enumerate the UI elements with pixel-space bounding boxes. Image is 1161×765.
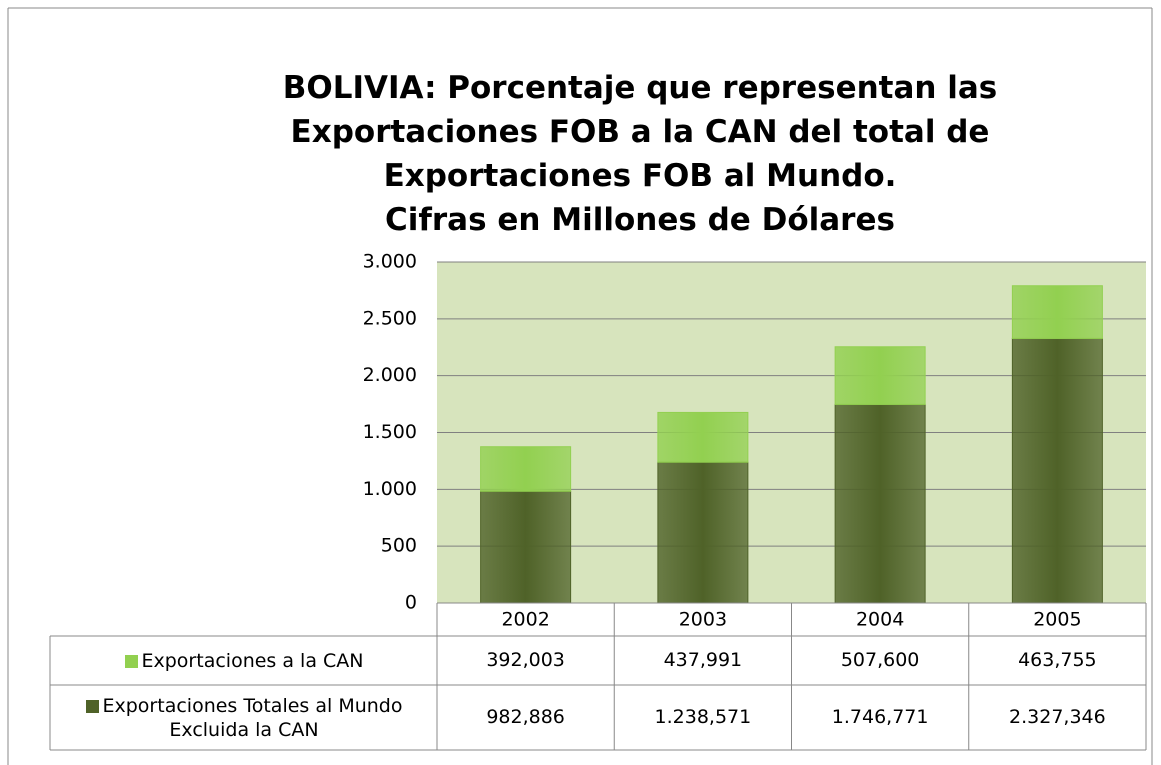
y-tick-label: 1.500 [363, 421, 417, 443]
table-value: 982,886 [486, 706, 565, 728]
chart-subtitle: Cifras en Millones de Dólares [385, 202, 895, 238]
table-value: 1.746,771 [832, 706, 929, 728]
table-value: 1.238,571 [655, 706, 752, 728]
bar-segment [834, 346, 926, 405]
table-value: 392,003 [486, 649, 565, 671]
bar-segment [834, 403, 926, 604]
table-value: 2.327,346 [1009, 706, 1106, 728]
chart-title-block: BOLIVIA: Porcentaje que representan las … [170, 66, 1110, 242]
legend-label: Exportaciones a la CAN [141, 649, 364, 672]
legend-entry: Exportaciones a la CAN [52, 636, 436, 685]
y-tick-label: 2.500 [363, 307, 417, 329]
legend-cell: Exportaciones Totales al Mundo Excluida … [52, 694, 436, 742]
x-tick-label: 2005 [1033, 609, 1081, 631]
bar-segment [1011, 337, 1103, 604]
bar-segment [657, 411, 749, 463]
x-tick-label: 2004 [856, 609, 904, 631]
bar-segment [480, 490, 572, 604]
bar-segment [1011, 285, 1103, 339]
y-tick-label: 2.000 [363, 364, 417, 386]
x-tick-label: 2002 [501, 609, 549, 631]
bar-segment [480, 446, 572, 492]
y-tick-label: 3.000 [363, 251, 417, 273]
chart-title: BOLIVIA: Porcentaje que representan las … [282, 70, 998, 194]
legend-key [85, 699, 99, 713]
legend-cell: Exportaciones a la CAN [124, 649, 364, 673]
table-value: 463,755 [1018, 649, 1097, 671]
y-tick-label: 1.000 [363, 478, 417, 500]
legend-entry: Exportaciones Totales al Mundo Excluida … [52, 685, 436, 750]
table-value: 437,991 [664, 649, 743, 671]
y-tick-label: 500 [381, 535, 417, 557]
bar-segment [657, 461, 749, 604]
y-tick-label: 0 [405, 592, 417, 614]
legend-key [124, 654, 138, 668]
legend-label: Exportaciones Totales al Mundo Excluida … [102, 694, 403, 741]
x-tick-label: 2003 [679, 609, 727, 631]
table-value: 507,600 [841, 649, 920, 671]
